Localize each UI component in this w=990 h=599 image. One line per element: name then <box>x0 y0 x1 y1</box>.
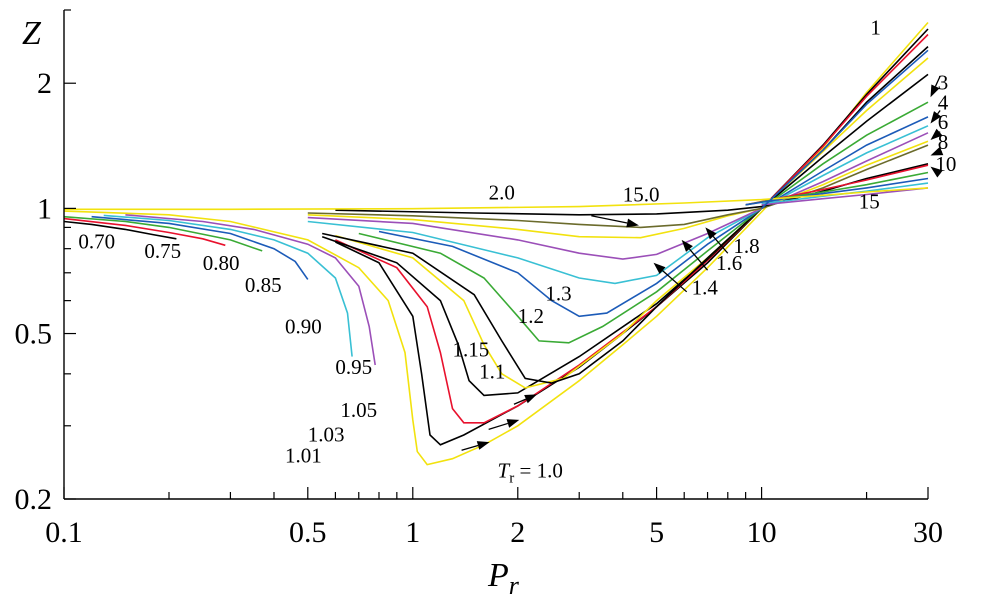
series-line-1-15 <box>322 73 929 384</box>
equation-value: = 1.0 <box>514 459 563 483</box>
label-arrowhead-7 <box>930 84 940 98</box>
series-line-15-0 <box>64 187 929 211</box>
label-arrowhead-1 <box>705 227 717 240</box>
curve-label-6: 6 <box>938 110 949 134</box>
series-line-1-3 <box>378 116 929 318</box>
curve-label-tr-equation: Tr = 1.0 <box>498 459 563 487</box>
label-arrow-1 <box>712 236 729 254</box>
label-arrowhead-4 <box>524 394 537 404</box>
label-arrow-6 <box>461 444 479 451</box>
curve-label-1-03: 1.03 <box>308 422 345 446</box>
label-arrow-8 <box>937 110 941 115</box>
x-axis-title-main: P <box>487 557 509 594</box>
y-tick-label-0-2: 0.2 <box>15 483 53 516</box>
curve-label-3: 3 <box>938 71 949 95</box>
label-arrowhead-5 <box>506 419 520 428</box>
curve-label-0-80: 0.80 <box>203 251 240 275</box>
curve-label-4: 4 <box>938 90 949 114</box>
series-line-15 <box>761 187 929 206</box>
label-arrowhead-6 <box>476 441 490 450</box>
curve-label-1: 1 <box>870 15 881 39</box>
x-axis-title: Pr <box>487 557 520 599</box>
curve-label-8: 8 <box>938 130 949 154</box>
curve-label-15: 15 <box>859 189 880 213</box>
curve-label-15-0: 15.0 <box>623 182 660 206</box>
y-axis-title: Z <box>22 15 42 52</box>
y-tick-label-2: 2 <box>37 67 52 100</box>
curve-label-1-15: 1.15 <box>453 338 490 362</box>
label-arrow-2 <box>688 248 709 271</box>
curve-label-1-3: 1.3 <box>545 282 571 306</box>
series-line-1-0 <box>63 21 929 466</box>
curve-label-1-1: 1.1 <box>479 359 505 383</box>
x-axis-title-sub: r <box>509 571 520 599</box>
series-line-0-90 <box>103 214 353 357</box>
y-tick-label-0-5: 0.5 <box>15 318 53 351</box>
label-arrow-3 <box>662 270 688 293</box>
series-line-0-95 <box>125 214 376 366</box>
x-tick-label-10: 10 <box>747 516 777 549</box>
series-line-0-80 <box>63 215 263 252</box>
y-tick-label-1: 1 <box>37 192 52 225</box>
series-line-1-03 <box>335 33 929 424</box>
curve-label-1-8: 1.8 <box>733 234 759 258</box>
x-tick-label-1: 1 <box>405 516 420 549</box>
series-line-0-75 <box>63 217 226 247</box>
label-arrowhead-10 <box>930 146 944 156</box>
curve-label-0-85: 0.85 <box>245 273 282 297</box>
series-line-0-70 <box>63 220 177 240</box>
series-line-1-8 <box>307 140 929 239</box>
x-tick-label-30: 30 <box>913 516 943 549</box>
series-line-0-85 <box>91 215 309 280</box>
curve-label-1-01: 1.01 <box>285 443 322 467</box>
series-line-1-2 <box>358 101 929 344</box>
curve-label-0-70: 0.70 <box>78 230 115 254</box>
label-arrow-7 <box>934 75 941 87</box>
x-tick-label-0-1: 0.1 <box>45 516 83 549</box>
x-tick-label-5: 5 <box>649 516 664 549</box>
label-arrowhead-0 <box>626 218 639 228</box>
label-arrowhead-3 <box>653 262 666 275</box>
series-line-1-6 <box>307 132 929 260</box>
curves-layer <box>63 21 929 466</box>
label-arrowhead-11 <box>930 166 943 178</box>
label-arrow-4 <box>513 398 527 405</box>
label-arrow-0 <box>591 215 628 224</box>
curve-label-0-90: 0.90 <box>285 315 322 339</box>
series-line-8 <box>745 177 929 206</box>
curve-label-1-4: 1.4 <box>692 276 719 300</box>
series-line-1-4 <box>307 125 929 285</box>
annotations-layer: 0.70 0.75 0.800.850.90 0.95 1.051.031.01 1.15… <box>78 15 956 486</box>
curve-label-0-75: 0.75 <box>144 239 181 263</box>
series-line-1 <box>761 49 929 209</box>
curve-label-1-2: 1.2 <box>518 304 544 328</box>
label-arrow-5 <box>488 422 509 431</box>
label-arrowhead-9 <box>930 128 943 141</box>
label-arrow-9 <box>939 131 941 133</box>
curve-label-2-0: 2.0 <box>489 181 515 205</box>
curve-label-1-05: 1.05 <box>340 398 377 422</box>
equation-subscript: r <box>509 471 514 487</box>
curve-label-0-95: 0.95 <box>335 355 372 379</box>
x-tick-label-2: 2 <box>510 516 525 549</box>
series-line-2-0 <box>307 144 929 229</box>
equation-symbol: T <box>498 459 511 483</box>
x-tick-label-0-5: 0.5 <box>289 516 327 549</box>
label-arrowhead-2 <box>681 239 693 252</box>
label-arrowhead-8 <box>930 111 942 124</box>
axes-layer: 0.1 0.5 1 2 5 10 30 0.2 0.5 1 2 <box>15 9 943 549</box>
curve-label-1-6: 1.6 <box>716 251 742 275</box>
